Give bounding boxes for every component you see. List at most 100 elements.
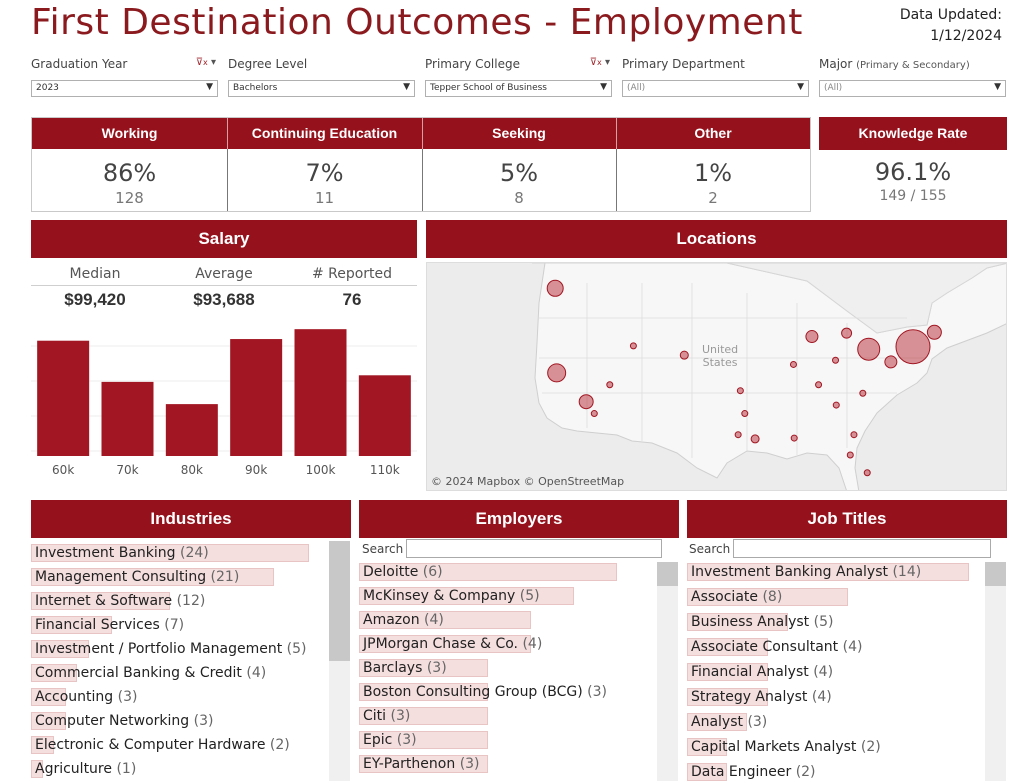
graduation-year-select[interactable]: 2023 ▼ [31, 80, 218, 97]
scrollbar-thumb[interactable] [329, 541, 350, 661]
location-marker[interactable] [736, 387, 744, 395]
list-item[interactable]: Barclays (3) [359, 658, 447, 679]
list-item[interactable]: Investment / Portfolio Management (5) [31, 639, 306, 660]
location-marker[interactable] [841, 327, 853, 339]
list-item[interactable]: Computer Networking (3) [31, 711, 213, 732]
list-item[interactable]: Financial Services (7) [31, 615, 184, 636]
list-item[interactable]: JPMorgan Chase & Co. (4) [359, 634, 542, 655]
list-item[interactable]: EY-Parthenon (3) [359, 754, 480, 775]
salary-bar-100k[interactable] [294, 329, 347, 456]
scrollbar-thumb[interactable] [657, 562, 678, 586]
location-marker[interactable] [884, 355, 898, 369]
list-item-name: Barclays [363, 660, 427, 676]
primary-department-select[interactable]: (All) ▼ [622, 80, 809, 97]
scrollbar-thumb[interactable] [985, 562, 1006, 586]
list-item-name: Agriculture [35, 761, 117, 777]
list-item[interactable]: Strategy Analyst (4) [687, 687, 832, 708]
list-item[interactable]: Investment Banking Analyst (14) [687, 562, 921, 583]
location-marker[interactable] [789, 360, 797, 368]
salary-bar-80k[interactable] [165, 404, 218, 456]
list-item[interactable]: Deloitte (6) [359, 562, 443, 583]
median-value: $99,420 [64, 290, 126, 309]
list-item[interactable]: Boston Consulting Group (BCG) (3) [359, 682, 607, 703]
list-item[interactable]: Accounting (3) [31, 687, 137, 708]
employers-list[interactable]: Deloitte (6) McKinsey & Company (5) Amazon… [359, 562, 679, 781]
list-item[interactable]: Capital Markets Analyst (2) [687, 737, 881, 758]
list-item[interactable]: Financial Analyst (4) [687, 662, 833, 683]
location-marker[interactable] [832, 356, 840, 364]
list-item-count: (3) [390, 708, 411, 724]
clear-filter-icon[interactable]: ⊽x ▾ [195, 57, 216, 68]
industries-list[interactable]: Investment Banking (24) Management Consul… [31, 541, 351, 781]
location-marker[interactable] [846, 451, 854, 459]
data-updated: Data Updated: 1/12/2024 [900, 5, 1002, 47]
kpi-continuing[interactable]: 7% 11 [227, 149, 422, 211]
list-item[interactable]: Management Consulting (21) [31, 567, 239, 588]
chevron-down-icon: ▼ [206, 82, 213, 92]
salary-bar-70k[interactable] [101, 381, 154, 456]
location-marker[interactable] [590, 410, 598, 418]
location-marker[interactable] [547, 363, 567, 383]
list-item-name: JPMorgan Chase & Co. [363, 636, 523, 652]
salary-bar-90k[interactable] [230, 339, 283, 456]
location-marker[interactable] [850, 431, 858, 439]
location-marker[interactable] [679, 350, 689, 360]
location-marker[interactable] [895, 329, 931, 365]
list-bar [31, 760, 43, 778]
location-marker[interactable] [790, 434, 798, 442]
job-titles-search-input[interactable] [733, 539, 991, 558]
location-marker[interactable] [741, 410, 749, 418]
location-marker[interactable] [926, 324, 942, 340]
list-item-count: (5) [519, 588, 540, 604]
list-item[interactable]: Analyst (3) [687, 712, 767, 733]
list-item[interactable]: Commercial Banking & Credit (4) [31, 663, 266, 684]
kpi-other[interactable]: 1% 2 [616, 149, 810, 211]
filter-degree-level: Degree Level Bachelors ▼ [228, 57, 415, 99]
kpi-seeking[interactable]: 5% 8 [422, 149, 616, 211]
list-item[interactable]: McKinsey & Company (5) [359, 586, 540, 607]
location-marker[interactable] [832, 401, 840, 409]
list-item[interactable]: Epic (3) [359, 730, 417, 751]
list-bar [31, 616, 113, 634]
location-marker[interactable] [857, 337, 881, 361]
salary-bar-110k[interactable] [358, 375, 411, 456]
major-select[interactable]: (All) ▼ [819, 80, 1006, 97]
list-item[interactable]: Electronic & Computer Hardware (2) [31, 735, 290, 756]
chevron-down-icon: ▼ [403, 82, 410, 92]
location-marker[interactable] [578, 394, 594, 410]
degree-level-select[interactable]: Bachelors ▼ [228, 80, 415, 97]
list-item[interactable]: Associate (8) [687, 587, 782, 608]
list-item[interactable]: Investment Banking (24) [31, 543, 209, 564]
location-marker[interactable] [805, 330, 819, 344]
scrollbar[interactable] [657, 562, 678, 781]
list-item[interactable]: Internet & Software (12) [31, 591, 205, 612]
filter-label: Primary College [425, 57, 520, 71]
list-item[interactable]: Data Engineer (2) [687, 762, 816, 781]
list-item[interactable]: Citi (3) [359, 706, 410, 727]
salary-bar-60k[interactable] [37, 340, 90, 456]
location-marker[interactable] [629, 342, 637, 350]
employers-search-input[interactable] [406, 539, 662, 558]
location-marker[interactable] [606, 381, 614, 389]
location-marker[interactable] [863, 469, 871, 477]
kpi-working[interactable]: 86% 128 [32, 149, 227, 211]
job-titles-list[interactable]: Investment Banking Analyst (14) Associate… [687, 562, 1007, 781]
primary-college-select[interactable]: Tepper School of Business ▼ [425, 80, 612, 97]
clear-filter-icon[interactable]: ⊽x ▾ [589, 57, 610, 68]
list-item[interactable]: Agriculture (1) [31, 759, 136, 780]
list-item-count: (3) [587, 684, 607, 700]
list-bar [359, 707, 488, 725]
location-marker[interactable] [734, 431, 742, 439]
list-item[interactable]: Amazon (4) [359, 610, 444, 631]
list-bar [359, 731, 488, 749]
location-marker[interactable] [815, 381, 823, 389]
list-item[interactable]: Associate Consultant (4) [687, 637, 862, 658]
location-marker[interactable] [859, 389, 867, 397]
location-marker[interactable] [750, 434, 760, 444]
locations-map[interactable]: United States © 2024 Mapbox © OpenStreet… [426, 262, 1007, 491]
kpi-pct: 7% [305, 159, 344, 187]
location-marker[interactable] [546, 279, 564, 297]
scrollbar[interactable] [985, 562, 1006, 781]
knowledge-rate[interactable]: Knowledge Rate 96.1% 149 / 155 [819, 117, 1007, 212]
list-item[interactable]: Business Analyst (5) [687, 612, 833, 633]
